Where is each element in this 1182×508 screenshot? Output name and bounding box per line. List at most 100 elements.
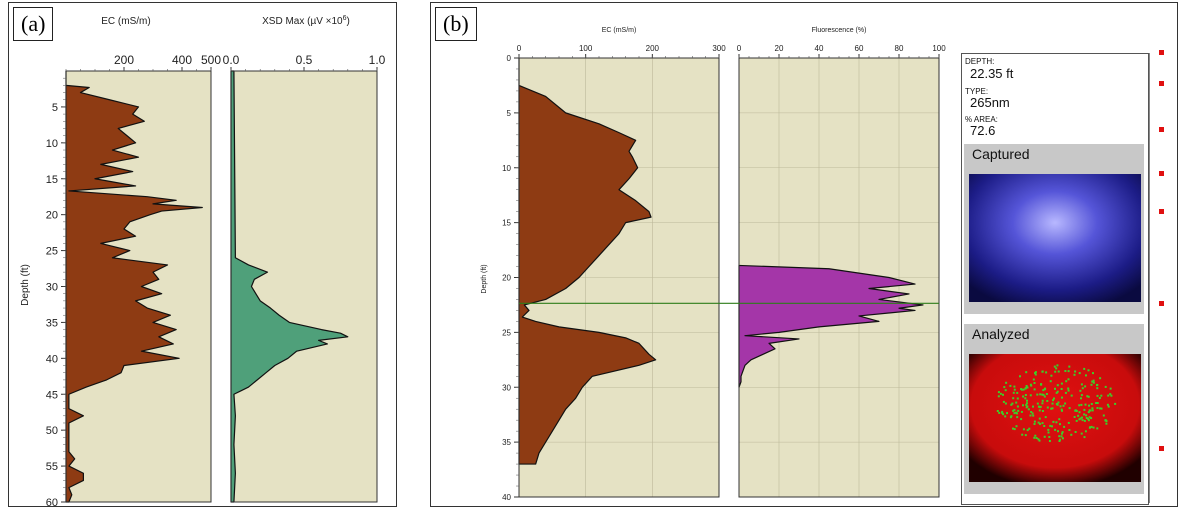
speckle (1050, 407, 1053, 410)
x-tick-label: 40 (815, 44, 824, 53)
speckle (1088, 409, 1091, 412)
speckle (1080, 383, 1083, 386)
panel-b: 0 100 200 300 0 5 10 15 20 25 30 35 40 EC (mS/m) Depth… (430, 2, 1178, 507)
x-tick-label: 400 (172, 53, 192, 67)
speckle (1074, 409, 1077, 412)
xsd-axis-title: XSD Max (µV ×106) (262, 15, 350, 27)
ec-series-a (65, 70, 203, 503)
speckle (1021, 433, 1024, 436)
speckle (1017, 409, 1020, 412)
speckle (1061, 396, 1063, 399)
speckle (1048, 436, 1051, 438)
speckle (1042, 389, 1045, 392)
y-tick-label: 60 (46, 497, 58, 508)
speckle (1061, 437, 1064, 440)
speckle (1055, 367, 1058, 370)
speckle (1019, 375, 1021, 378)
speckle (1087, 411, 1090, 414)
x-tick-label: 20 (775, 44, 784, 53)
speckle (1025, 385, 1028, 387)
speckle (1092, 379, 1095, 382)
speckle (1062, 404, 1065, 407)
marker-dot (1159, 446, 1164, 451)
speckle (1058, 435, 1061, 438)
speckle (1039, 405, 1042, 408)
x-tick-label: 200 (114, 53, 134, 67)
speckle (1096, 407, 1099, 409)
speckle (1056, 403, 1059, 406)
marker-dot (1159, 127, 1164, 132)
speckle (998, 411, 1001, 414)
speckle (1029, 383, 1032, 386)
y-tick-label: 10 (502, 164, 511, 173)
panel-b-tag: (b) (435, 7, 477, 41)
speckle (1052, 420, 1055, 423)
speckle (1039, 393, 1042, 396)
speckle (1067, 378, 1070, 381)
speckle (1029, 414, 1032, 417)
ec-axis-title: EC (mS/m) (101, 16, 150, 27)
speckle (1081, 416, 1083, 419)
speckle (1104, 385, 1107, 388)
speckle (1060, 435, 1063, 438)
speckle (1080, 403, 1083, 406)
speckle (1013, 388, 1016, 391)
speckle (1080, 394, 1083, 397)
depth-marker-track (1149, 50, 1176, 503)
speckle (1009, 384, 1012, 387)
speckle (1041, 393, 1044, 396)
speckle (1003, 386, 1006, 389)
speckle (1041, 422, 1044, 425)
speckle (1065, 380, 1068, 383)
speckle (1105, 422, 1108, 425)
speckle (1095, 402, 1098, 404)
speckle (1099, 407, 1102, 410)
speckle (1088, 404, 1090, 407)
speckle (1016, 397, 1019, 400)
speckle (1029, 394, 1032, 397)
speckle (1110, 394, 1113, 397)
speckle (1087, 417, 1090, 420)
speckle (1068, 407, 1071, 410)
x-tick-label: 1.0 (369, 53, 386, 67)
speckle (1041, 399, 1044, 402)
speckle (1013, 409, 1016, 411)
speckle (1046, 400, 1049, 402)
speckle (1001, 410, 1004, 413)
speckle (1027, 408, 1030, 411)
speckle (1024, 394, 1027, 396)
speckle (1102, 414, 1105, 417)
speckle (1107, 394, 1110, 397)
speckle (1056, 364, 1059, 367)
x-tick-label: 100 (932, 44, 946, 53)
depth-value: 22.35 ft (970, 66, 1014, 81)
speckle (1092, 372, 1094, 375)
speckle (1020, 410, 1023, 413)
y-tick-label: 30 (502, 383, 511, 392)
x-tick-label: 0.5 (296, 53, 313, 67)
speckle (1096, 387, 1099, 390)
speckle (1056, 390, 1059, 393)
speckle (1002, 413, 1005, 416)
xsd-series (230, 70, 349, 503)
speckle (1096, 394, 1099, 397)
speckle (1083, 408, 1086, 411)
speckle (1041, 370, 1044, 373)
y-tick-label: 20 (502, 274, 511, 283)
x-tick-label: 0 (737, 44, 742, 53)
speckle (1060, 382, 1063, 385)
speckle (1004, 389, 1007, 392)
speckle (1032, 414, 1035, 417)
speckle (1087, 395, 1090, 398)
panel-a: 200 400 500 5 10 15 20 25 30 35 40 45 50 55 60 EC (mS/m… (8, 2, 397, 508)
speckle (1033, 423, 1036, 425)
y-tick-label: 15 (502, 219, 511, 228)
speckle (1025, 371, 1028, 374)
speckle (1059, 423, 1061, 426)
speckle (1114, 402, 1117, 405)
speckle (1043, 435, 1046, 438)
speckle (1002, 400, 1005, 403)
panel-a-tag: (a) (13, 7, 54, 41)
speckle (1004, 415, 1007, 418)
speckle (1026, 402, 1028, 405)
